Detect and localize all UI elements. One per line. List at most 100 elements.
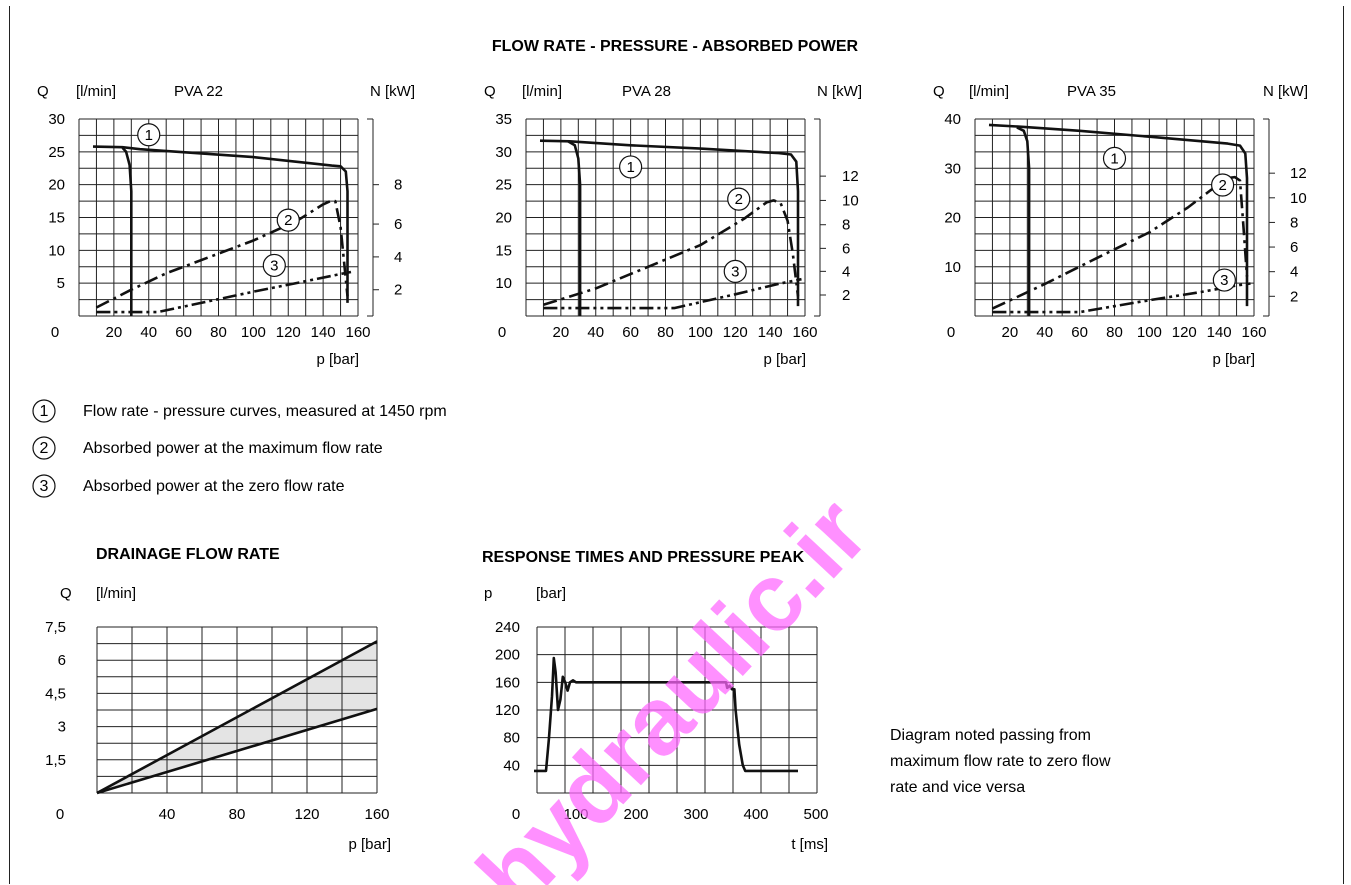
y-tick-label: 5 <box>57 275 65 292</box>
legend-item-1: 1 Flow rate - pressure curves, measured … <box>32 399 447 423</box>
y-tick-label: 20 <box>48 177 65 194</box>
x-tick-label: 140 <box>758 324 783 341</box>
legend-marker-1 <box>32 399 56 423</box>
curve-callout <box>1212 268 1236 292</box>
main-title: FLOW RATE - PRESSURE - ABSORBED POWER <box>492 38 859 55</box>
y-tick-label: 240 <box>495 619 520 636</box>
y-tick-label: 80 <box>503 730 520 747</box>
power-tick-label: 2 <box>394 282 402 299</box>
curve-1-line <box>92 145 349 303</box>
x-axis-label: p [bar] <box>316 351 359 368</box>
chart-title: PVA 35 <box>1067 83 1116 100</box>
x-tick-label: 20 <box>1002 324 1019 341</box>
x-tick-label: 100 <box>1137 324 1162 341</box>
x-tick-label: 160 <box>345 324 370 341</box>
x-tick-label: 100 <box>688 324 713 341</box>
curve-callout-label: 3 <box>731 263 739 280</box>
x-tick-label: 160 <box>1241 324 1266 341</box>
curve-callout <box>262 253 286 278</box>
x-axis-label: p [bar] <box>1212 351 1255 368</box>
curve-callout-label: 1 <box>145 127 153 144</box>
grid <box>536 626 818 794</box>
x-tick-label: 60 <box>622 324 639 341</box>
x-tick-label: 60 <box>175 324 192 341</box>
y-tick-label: 40 <box>944 111 961 128</box>
x-tick-label: 100 <box>241 324 266 341</box>
y-tick-label: 120 <box>495 702 520 719</box>
x-tick-label: 20 <box>553 324 570 341</box>
curve-callout-label: 2 <box>1218 177 1226 194</box>
power-tick-label: 12 <box>1290 165 1307 182</box>
power-tick-label: 2 <box>842 287 850 304</box>
power-tick-label: 6 <box>394 216 402 233</box>
x-tick-label: 140 <box>1207 324 1232 341</box>
y-tick-label: 10 <box>48 242 65 259</box>
legend-marker-label-2: 2 <box>40 440 49 457</box>
origin-label: 0 <box>56 806 64 823</box>
y-axis-symbol: p <box>484 585 492 602</box>
x-tick-label: 80 <box>229 806 246 823</box>
pressure-response-line <box>534 656 798 773</box>
response-note-line-2: maximum flow rate to zero flow <box>890 753 1111 770</box>
x-tick-label: 60 <box>1071 324 1088 341</box>
x-tick-label: 40 <box>140 324 157 341</box>
response-note-line-1: Diagram noted passing from <box>890 727 1091 744</box>
curve-callout <box>619 155 643 179</box>
x-tick-label: 300 <box>683 806 708 823</box>
legend-marker-3 <box>32 474 56 498</box>
curve-callout-label: 2 <box>284 212 292 229</box>
curve-1-line <box>988 123 1249 307</box>
y-tick-label: 20 <box>944 210 961 227</box>
x-tick-label: 120 <box>294 806 319 823</box>
power-axis-label: N [kW] <box>370 83 415 100</box>
grid <box>525 118 806 317</box>
legend-text-2: Absorbed power at the maximum flow rate <box>83 440 383 457</box>
x-tick-label: 80 <box>210 324 227 341</box>
power-axis-label: N [kW] <box>1263 83 1308 100</box>
curve-callout <box>1102 146 1127 170</box>
power-tick-label: 4 <box>1290 264 1298 281</box>
drainage-title: DRAINAGE FLOW RATE <box>96 546 280 563</box>
y-tick-label: 35 <box>495 111 512 128</box>
curve-3-line <box>992 282 1251 314</box>
drainage-upper-line <box>96 640 378 795</box>
chart-pva28: Q [l/min] PVA 28 N [kW] 10 15 20 25 30 35 0 20 40 60 8… <box>484 83 862 368</box>
curve-1-line <box>121 147 133 316</box>
power-tick-label: 2 <box>1290 288 1298 305</box>
curve-callout-label: 1 <box>1110 150 1118 167</box>
y-axis-unit: [l/min] <box>76 83 116 100</box>
curve-2-line <box>991 175 1249 310</box>
y-tick-label: 10 <box>495 275 512 292</box>
x-axis-label: t [ms] <box>791 836 828 853</box>
y-tick-label: 200 <box>495 647 520 664</box>
curve-callout-label: 2 <box>735 191 743 208</box>
y-tick-label: 30 <box>944 160 961 177</box>
drainage-lower-line <box>96 707 378 795</box>
x-tick-label: 80 <box>1106 324 1123 341</box>
y-axis-unit: [bar] <box>536 585 566 602</box>
origin-label: 0 <box>512 806 520 823</box>
response-title: RESPONSE TIMES AND PRESSURE PEAK <box>482 549 805 566</box>
y-tick-label: 25 <box>495 177 512 194</box>
power-tick-label: 6 <box>842 240 850 257</box>
y-tick-label: 15 <box>48 210 65 227</box>
legend-marker-2 <box>32 436 56 460</box>
y-axis-unit: [l/min] <box>96 585 136 602</box>
response-note-line-3: rate and vice versa <box>890 779 1025 796</box>
power-tick-label: 4 <box>394 249 402 266</box>
x-tick-label: 20 <box>106 324 123 341</box>
y-tick-label: 1,5 <box>45 752 66 769</box>
legend-item-2: 2 Absorbed power at the maximum flow rat… <box>32 436 383 460</box>
curve-1-line <box>539 139 800 307</box>
top-strip <box>0 0 1351 6</box>
origin-label: 0 <box>498 324 506 341</box>
curve-callout-label: 1 <box>626 159 634 176</box>
y-axis-unit: [l/min] <box>522 83 562 100</box>
origin-label: 0 <box>947 324 955 341</box>
curve-callout <box>1211 173 1235 197</box>
curve-callout <box>137 123 161 147</box>
x-tick-label: 40 <box>159 806 176 823</box>
x-tick-label: 80 <box>657 324 674 341</box>
grid <box>974 118 1255 317</box>
